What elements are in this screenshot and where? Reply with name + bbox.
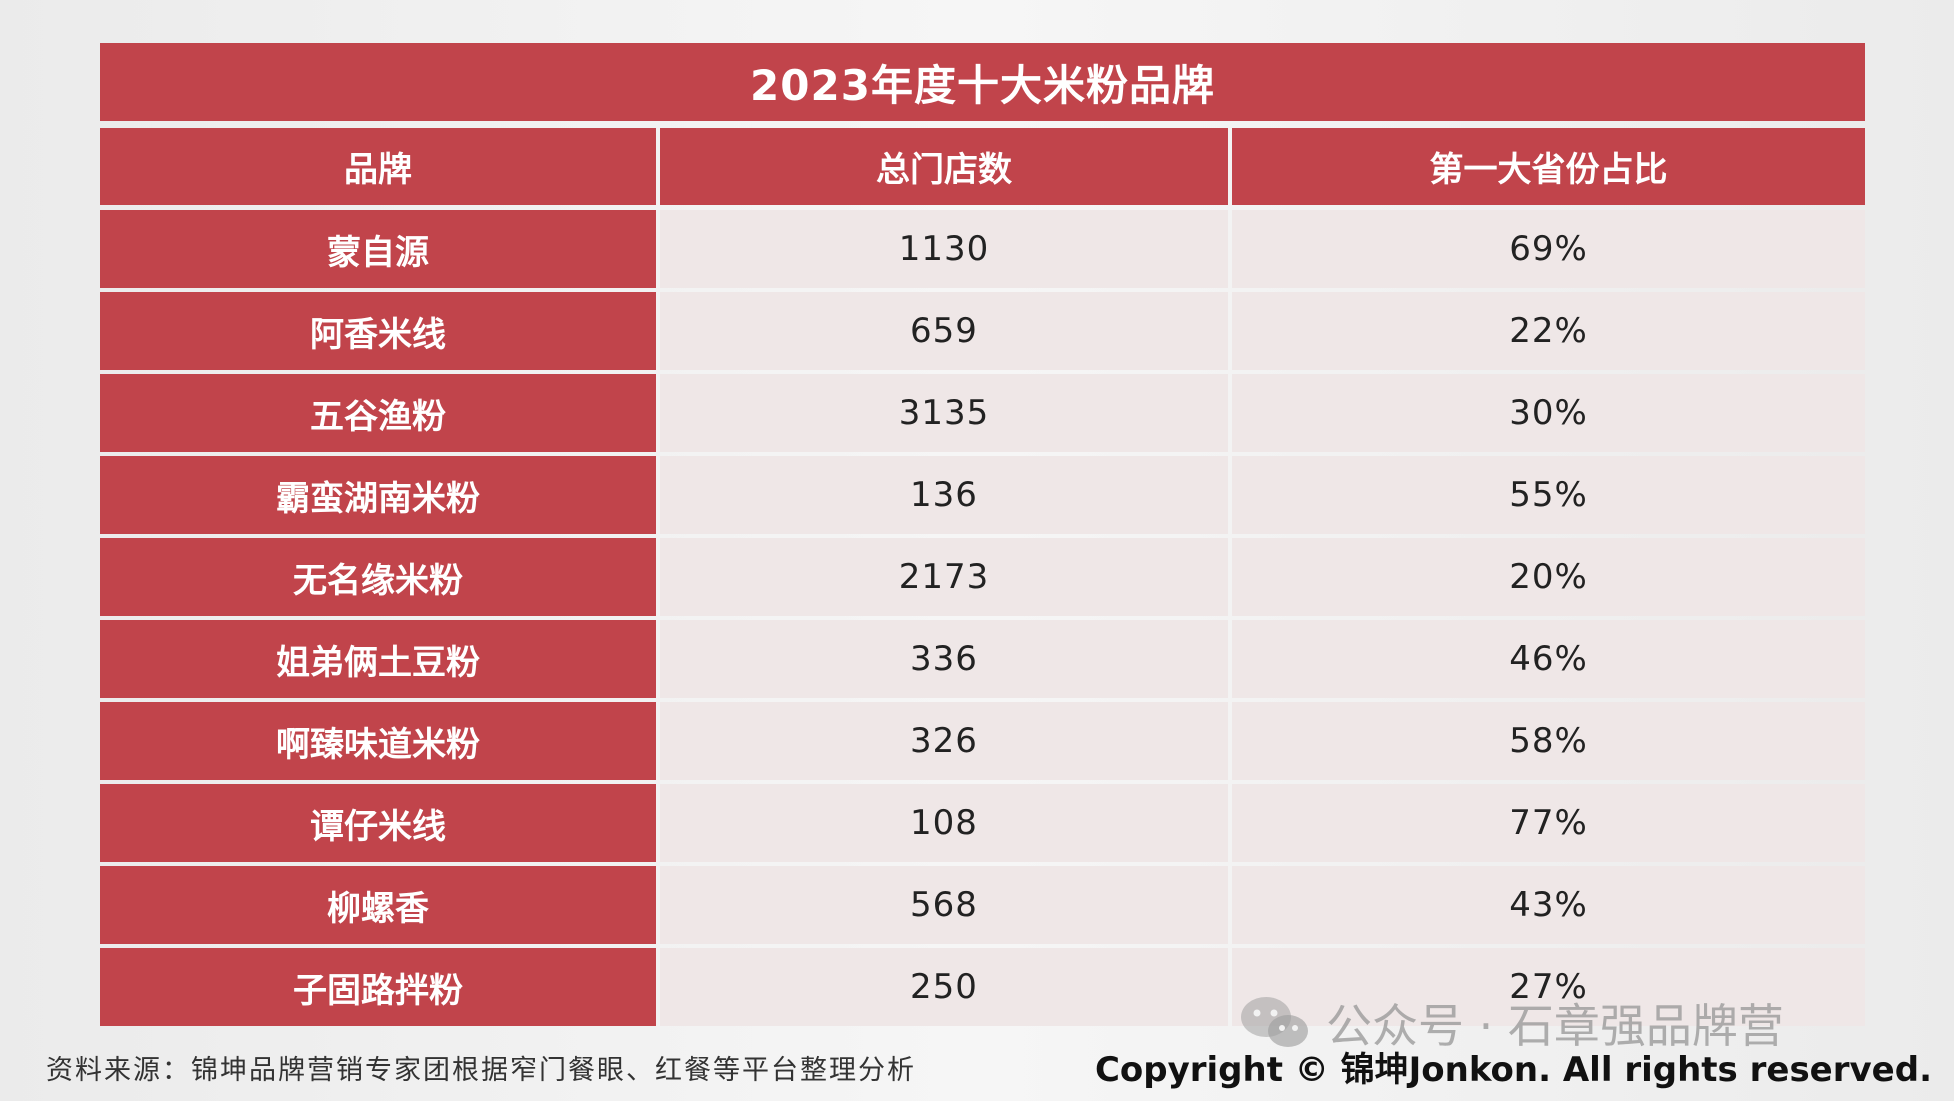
table-row: 霸蛮湖南米粉 136 55% [100, 456, 1865, 534]
share-cell: 20% [1232, 538, 1865, 616]
share-cell: 77% [1232, 784, 1865, 862]
brand-cell: 蒙自源 [100, 210, 656, 288]
share-cell: 30% [1232, 374, 1865, 452]
stores-cell: 136 [660, 456, 1228, 534]
stores-cell: 3135 [660, 374, 1228, 452]
brand-table: 2023年度十大米粉品牌 品牌 总门店数 第一大省份占比 蒙自源 1130 69… [100, 43, 1865, 1030]
table-row: 蒙自源 1130 69% [100, 210, 1865, 288]
header-stores: 总门店数 [660, 128, 1228, 205]
watermark-text: 公众号 · 石章强品牌营 [1326, 999, 1784, 1053]
table-row: 姐弟俩土豆粉 336 46% [100, 620, 1865, 698]
stores-cell: 568 [660, 866, 1228, 944]
header-share: 第一大省份占比 [1232, 128, 1865, 205]
table-row: 谭仔米线 108 77% [100, 784, 1865, 862]
table-row: 阿香米线 659 22% [100, 292, 1865, 370]
share-cell: 46% [1232, 620, 1865, 698]
share-cell: 22% [1232, 292, 1865, 370]
stores-cell: 2173 [660, 538, 1228, 616]
table-row: 柳螺香 568 43% [100, 866, 1865, 944]
table-row: 啊臻味道米粉 326 58% [100, 702, 1865, 780]
brand-cell: 柳螺香 [100, 866, 656, 944]
watermark: 公众号 · 石章强品牌营 [1238, 990, 1784, 1056]
header-brand: 品牌 [100, 128, 656, 205]
stores-cell: 108 [660, 784, 1228, 862]
stores-cell: 1130 [660, 210, 1228, 288]
table-row: 无名缘米粉 2173 20% [100, 538, 1865, 616]
brand-cell: 霸蛮湖南米粉 [100, 456, 656, 534]
share-cell: 69% [1232, 210, 1865, 288]
share-cell: 58% [1232, 702, 1865, 780]
stores-cell: 326 [660, 702, 1228, 780]
brand-cell: 谭仔米线 [100, 784, 656, 862]
share-cell: 27% [1232, 948, 1865, 1026]
stores-cell: 250 [660, 948, 1228, 1026]
brand-cell: 阿香米线 [100, 292, 656, 370]
copyright-note: Copyright © 锦坤Jonkon. All rights reserve… [1094, 1050, 1932, 1090]
wechat-icon [1238, 993, 1312, 1053]
brand-cell: 子固路拌粉 [100, 948, 656, 1026]
stores-cell: 336 [660, 620, 1228, 698]
table-title: 2023年度十大米粉品牌 [100, 43, 1865, 121]
source-note: 资料来源：锦坤品牌营销专家团根据窄门餐眼、红餐等平台整理分析 [46, 1055, 916, 1086]
brand-cell: 无名缘米粉 [100, 538, 656, 616]
stores-cell: 659 [660, 292, 1228, 370]
table-body: 蒙自源 1130 69% 阿香米线 659 22% 五谷渔粉 3135 30% … [100, 210, 1865, 1026]
table-row: 五谷渔粉 3135 30% [100, 374, 1865, 452]
brand-cell: 姐弟俩土豆粉 [100, 620, 656, 698]
brand-cell: 啊臻味道米粉 [100, 702, 656, 780]
table-row: 子固路拌粉 250 27% [100, 948, 1865, 1026]
share-cell: 55% [1232, 456, 1865, 534]
table-header-row: 品牌 总门店数 第一大省份占比 [100, 128, 1865, 205]
share-cell: 43% [1232, 866, 1865, 944]
brand-cell: 五谷渔粉 [100, 374, 656, 452]
